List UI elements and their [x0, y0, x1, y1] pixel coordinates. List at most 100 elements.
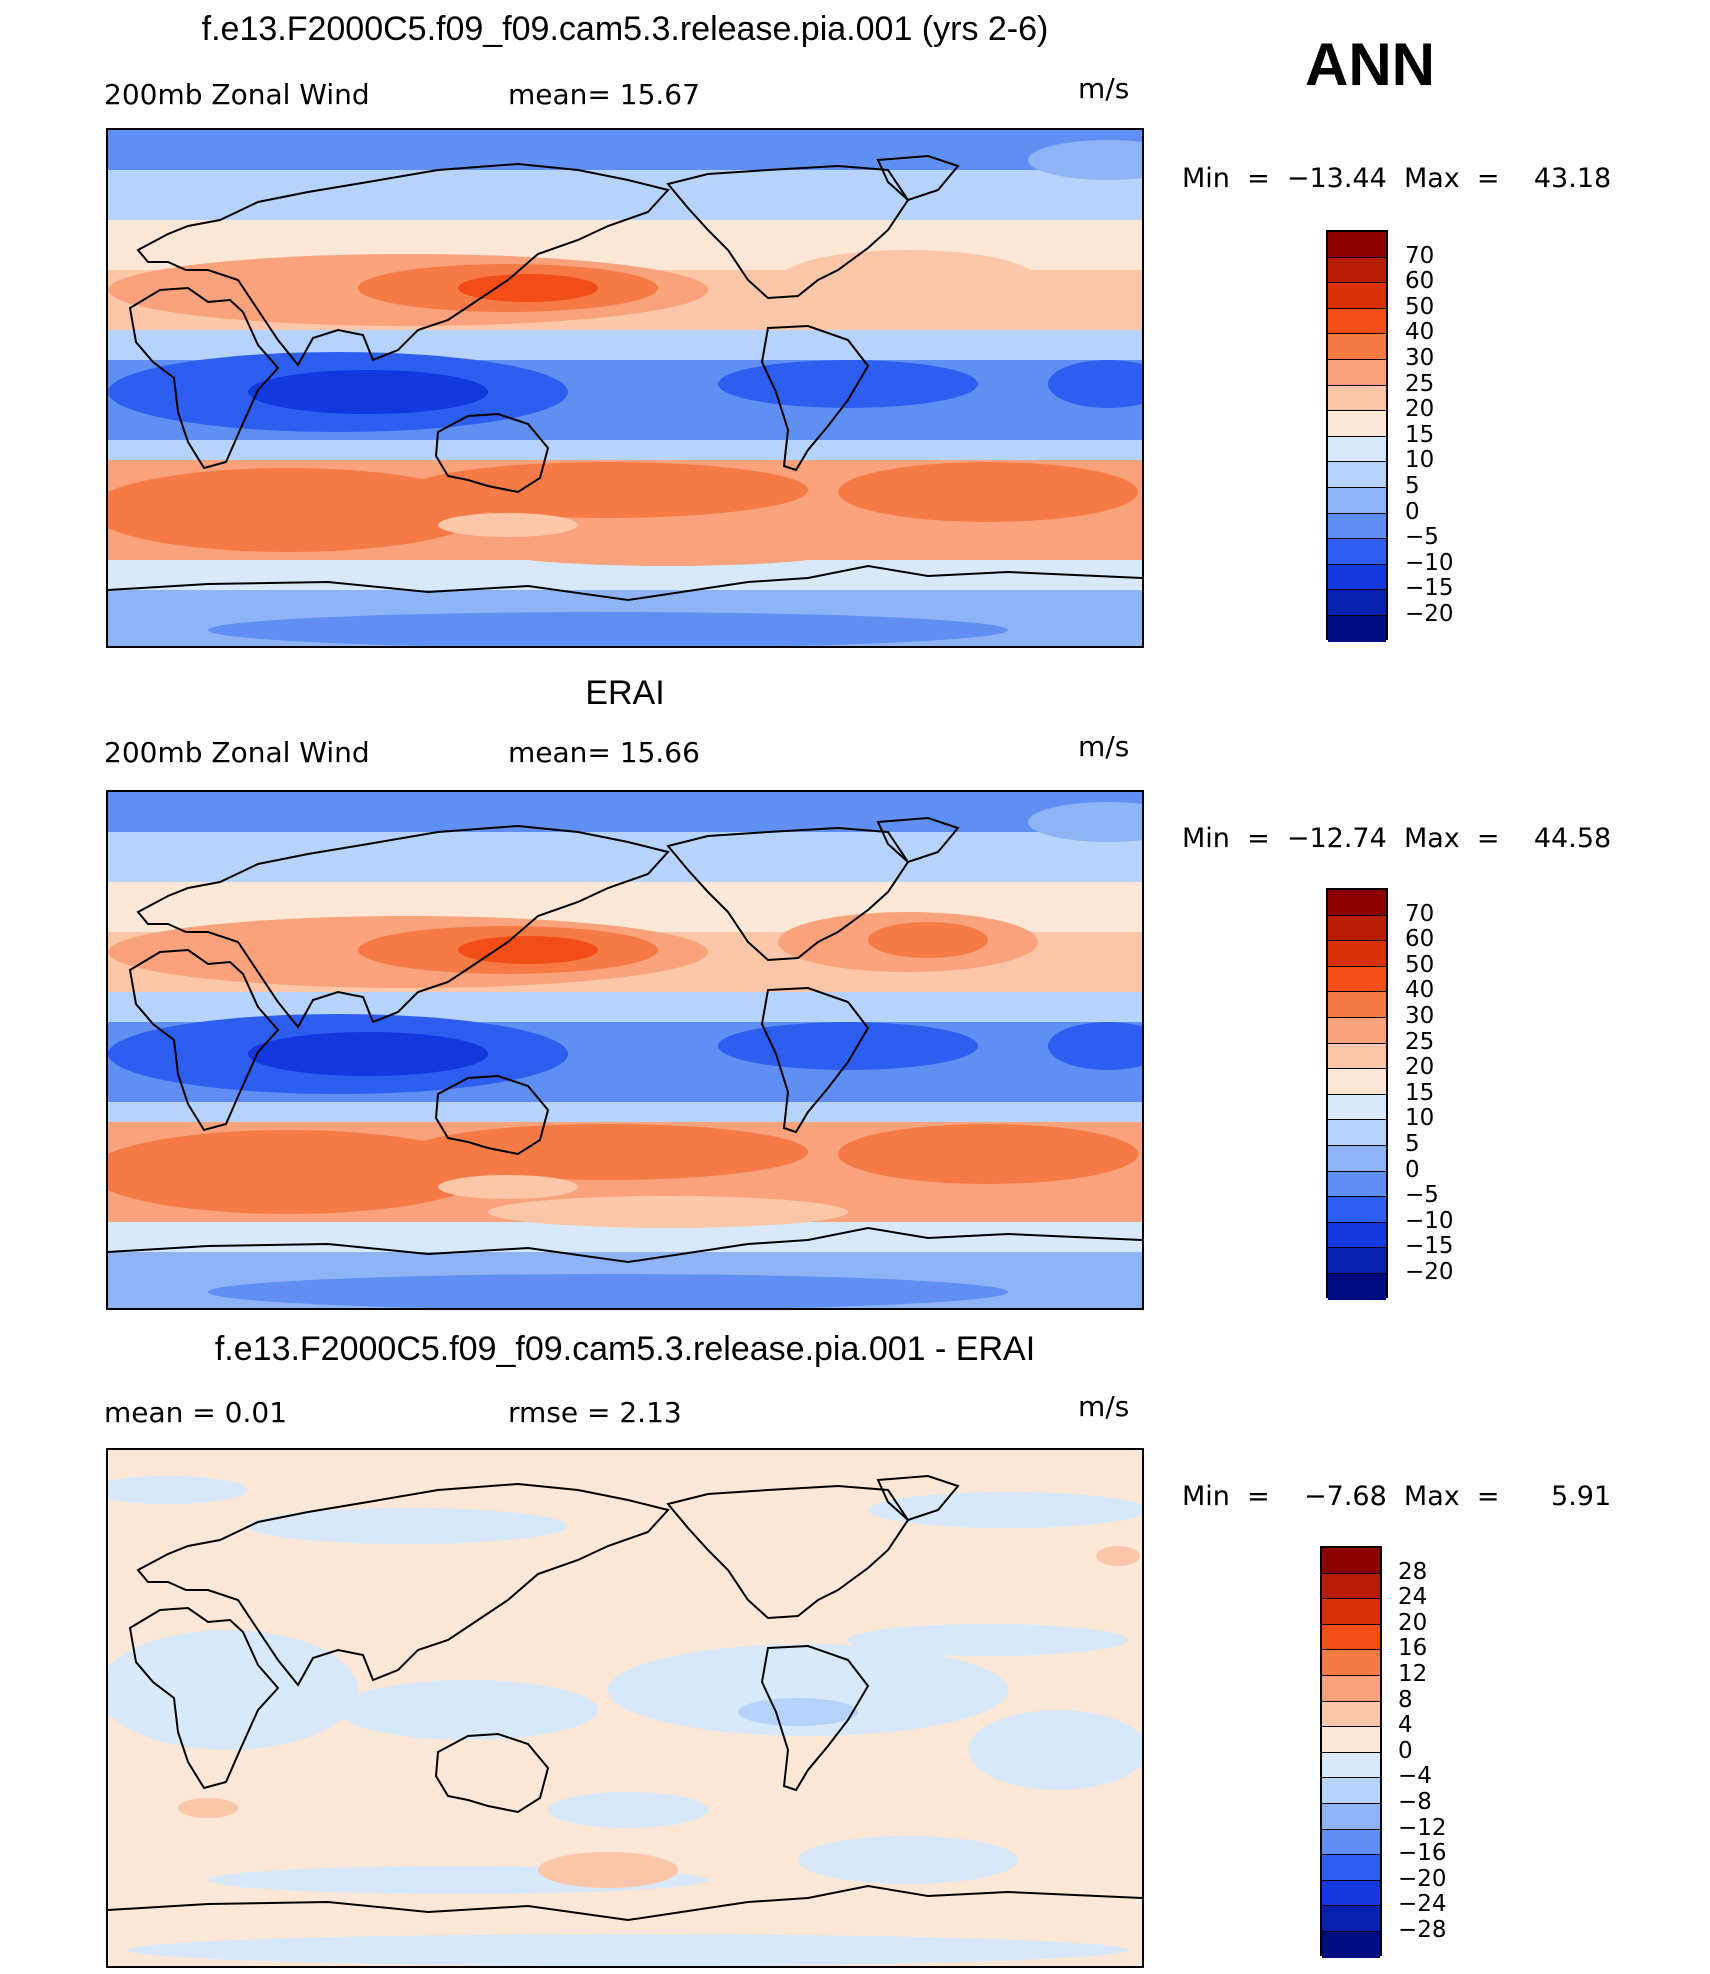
colorbar-bin: [1328, 257, 1386, 284]
continent-coastline: [128, 948, 280, 1132]
panel3-colorbar: [1320, 1546, 1382, 1958]
colorbar-bin: [1328, 539, 1386, 565]
continent-coastline: [876, 154, 960, 202]
colorbar-tick-label: −4: [1398, 1763, 1432, 1790]
colorbar-bin: [1322, 1675, 1380, 1702]
colorbar-bin: [1328, 1222, 1386, 1249]
colorbar-tick-label: −10: [1405, 1207, 1454, 1234]
panel3-minmax: Min = −7.68 Max = 5.91: [1182, 1481, 1612, 1512]
wind-contour-region: [1028, 802, 1142, 842]
colorbar-tick-label: 70: [1405, 242, 1435, 269]
colorbar-bin: [1328, 1273, 1386, 1300]
colorbar-tick-label: −16: [1398, 1840, 1447, 1867]
colorbar-tick-label: 30: [1405, 1003, 1435, 1029]
wind-contour-region: [108, 468, 488, 552]
wind-contour-band: [108, 792, 1142, 832]
colorbar-bin: [1328, 1171, 1386, 1198]
colorbar-bin: [1322, 1727, 1380, 1753]
wind-contour-region: [208, 1274, 1008, 1308]
wind-contour-region: [838, 1124, 1138, 1184]
colorbar-bin: [1328, 385, 1386, 412]
colorbar-bin: [1322, 1880, 1380, 1907]
colorbar-tick-label: 24: [1398, 1584, 1428, 1611]
continent-coastline: [136, 162, 670, 367]
panel1-colorbar: [1326, 230, 1388, 642]
colorbar-bin: [1328, 966, 1386, 993]
panel1-units: m/s: [1078, 72, 1130, 105]
colorbar-tick-label: −28: [1398, 1917, 1447, 1943]
wind-contour-region: [1028, 140, 1142, 180]
colorbar-bin: [1322, 1906, 1380, 1932]
colorbar-tick-label: 10: [1405, 1105, 1435, 1132]
colorbar-tick-label: 5: [1405, 1131, 1420, 1157]
colorbar-tick-label: −8: [1398, 1789, 1432, 1815]
colorbar-tick-label: 0: [1405, 1156, 1420, 1183]
panel1-mean-label: mean= 15.67: [508, 78, 700, 111]
colorbar-tick-label: 28: [1398, 1558, 1428, 1585]
colorbar-bin: [1328, 1069, 1386, 1095]
colorbar-bin: [1328, 462, 1386, 488]
colorbar-bin: [1322, 1855, 1380, 1881]
colorbar-tick-label: 25: [1405, 1028, 1435, 1055]
colorbar-bin: [1328, 564, 1386, 591]
continent-coastline: [434, 1732, 550, 1814]
colorbar-tick-label: −10: [1405, 549, 1454, 576]
wind-contour-band: [108, 440, 1142, 460]
colorbar-bin: [1328, 1043, 1386, 1070]
wind-contour-region: [338, 1680, 598, 1740]
model-wind-map: [106, 128, 1144, 648]
colorbar-bin: [1328, 232, 1386, 258]
wind-contour-region: [248, 370, 488, 414]
continent-coastline: [666, 1484, 910, 1620]
continent-coastline: [434, 1074, 550, 1156]
colorbar-bin: [1328, 359, 1386, 386]
colorbar-tick-label: 50: [1405, 951, 1435, 978]
continent-coastline: [760, 324, 870, 472]
wind-contour-region: [488, 1196, 848, 1228]
colorbar-tick-label: 5: [1405, 473, 1420, 499]
continent-coastline: [666, 826, 910, 962]
continent-coastline: [876, 816, 960, 864]
wind-contour-region: [108, 1476, 248, 1504]
wind-contour-band: [108, 170, 1142, 220]
colorbar-bin: [1328, 1145, 1386, 1172]
colorbar-bin: [1322, 1573, 1380, 1600]
colorbar-bin: [1328, 1094, 1386, 1121]
colorbar-bin: [1322, 1701, 1380, 1728]
colorbar-bin: [1328, 615, 1386, 642]
colorbar-tick-label: 0: [1405, 498, 1420, 525]
wind-contour-region: [248, 1508, 568, 1544]
colorbar-bin: [1322, 1548, 1380, 1574]
colorbar-tick-label: 40: [1405, 977, 1435, 1004]
continent-coastline: [434, 412, 550, 494]
colorbar-bin: [1322, 1829, 1380, 1856]
panel3-rmse-label: rmse = 2.13: [508, 1396, 682, 1429]
colorbar-tick-label: 0: [1398, 1737, 1413, 1764]
panel1-variable-label: 200mb Zonal Wind: [104, 78, 370, 111]
continent-coastline: [760, 986, 870, 1134]
wind-contour-band: [108, 1102, 1142, 1122]
continent-coastline: [760, 1644, 870, 1792]
wind-contour-region: [108, 1130, 488, 1214]
panel2-minmax: Min = −12.74 Max = 44.58: [1182, 823, 1612, 854]
continent-coastline: [876, 1474, 960, 1522]
colorbar-bin: [1328, 334, 1386, 360]
wind-contour-region: [458, 274, 598, 302]
wind-contour-band: [108, 832, 1142, 882]
colorbar-tick-label: 50: [1405, 293, 1435, 320]
wind-contour-region: [838, 462, 1138, 522]
colorbar-bin: [1328, 1017, 1386, 1044]
colorbar-tick-label: 20: [1398, 1609, 1428, 1636]
colorbar-tick-label: −12: [1398, 1814, 1447, 1841]
colorbar-tick-label: −5: [1405, 524, 1439, 551]
wind-contour-region: [128, 1934, 1128, 1966]
continent-coastline: [136, 1482, 670, 1687]
colorbar-bin: [1328, 283, 1386, 309]
season-label: ANN: [1305, 31, 1435, 98]
wind-contour-region: [438, 1175, 578, 1199]
wind-contour-region: [248, 1032, 488, 1076]
continent-coastline: [128, 1606, 280, 1790]
colorbar-bin: [1322, 1624, 1380, 1651]
wind-contour-region: [108, 1630, 358, 1750]
wind-contour-region: [178, 1798, 238, 1818]
